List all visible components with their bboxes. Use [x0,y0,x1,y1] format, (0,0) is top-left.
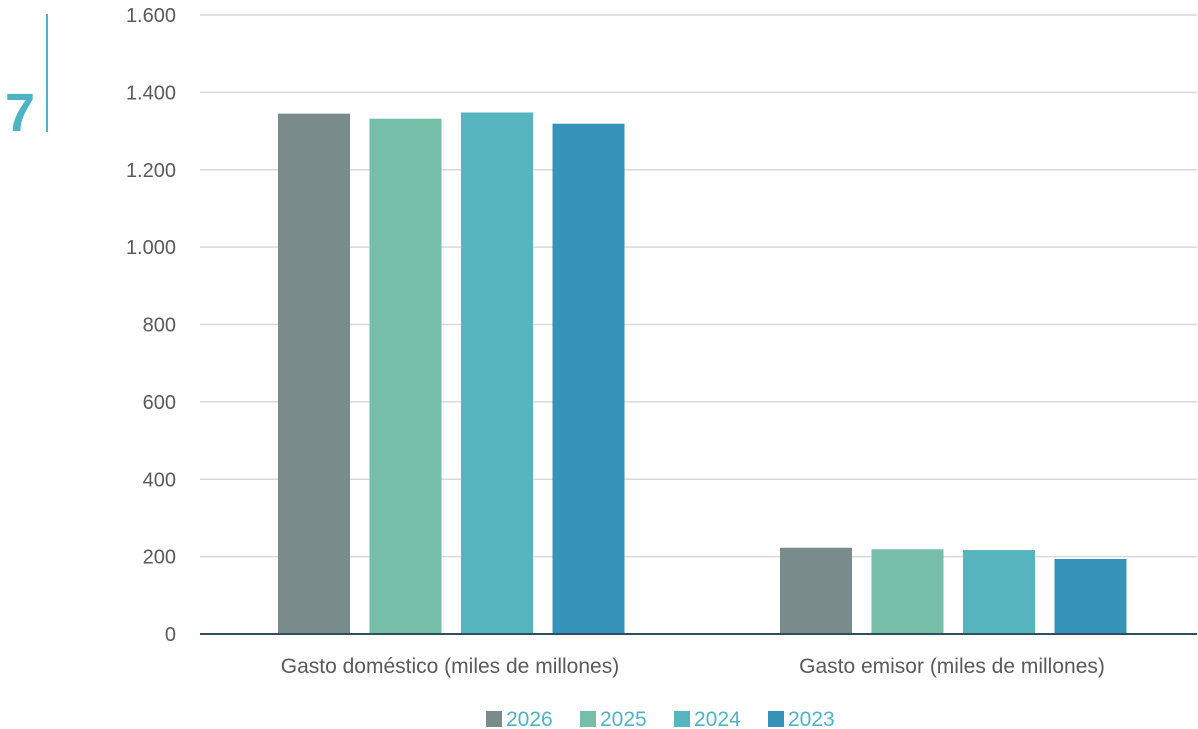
x-category-label: Gasto emisor (miles de millones) [799,655,1105,678]
page-marker: 7 [0,14,60,140]
legend-swatch [674,711,690,727]
bar-2026-emisor [780,547,852,634]
legend-item-2023: 2023 [768,708,835,729]
bars [278,112,1127,635]
legend-item-2025: 2025 [580,708,647,729]
page-marker-rule [46,14,48,132]
y-tick-label: 800 [143,315,176,337]
y-tick-label: 200 [143,547,176,569]
bar-2023-emisor [1054,558,1127,634]
legend-label: 2024 [694,708,741,729]
legend-item-2024: 2024 [674,708,741,729]
y-tick-label: 400 [143,469,176,491]
y-tick-label: 1.200 [126,160,176,182]
legend-swatch [486,711,502,727]
legend: 2026 2025 2024 2023 [486,708,835,729]
legend-swatch [580,711,596,727]
bar-2026-domestico [278,113,350,634]
legend-swatch [768,711,784,727]
page-number: 7 [5,83,36,143]
x-category-label: Gasto doméstico (miles de millones) [281,655,619,678]
x-axis-categories: Gasto doméstico (miles de millones) Gasto… [281,655,1105,678]
bar-2024-emisor [963,550,1035,634]
y-tick-label: 1.600 [126,5,176,27]
y-tick-label: 0 [165,624,176,646]
y-tick-label: 600 [143,392,176,414]
y-tick-label: 1.000 [126,237,176,259]
legend-label: 2025 [600,708,647,729]
bar-2023-domestico [552,123,625,634]
y-tick-label: 1.400 [126,82,176,104]
legend-label: 2026 [506,708,553,729]
bar-2025-emisor [871,549,944,634]
bar-2025-domestico [369,118,442,635]
legend-label: 2023 [788,708,835,729]
legend-item-2026: 2026 [486,708,553,729]
y-axis-ticks: 0 200 400 600 800 1.000 1.200 1.400 1.600 [126,5,176,646]
bar-2024-domestico [461,112,533,635]
